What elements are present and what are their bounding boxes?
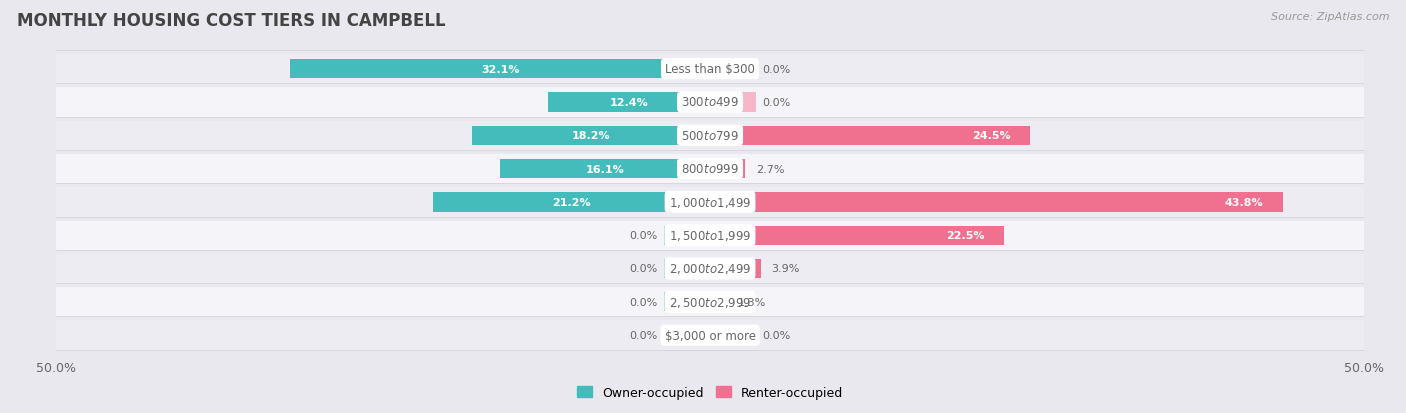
Bar [710, 159, 745, 179]
Legend: Owner-occupied, Renter-occupied: Owner-occupied, Renter-occupied [572, 381, 848, 404]
Text: $300 to $499: $300 to $499 [681, 96, 740, 109]
Bar [548, 93, 710, 112]
Text: 1.3%: 1.3% [738, 297, 766, 307]
Bar [710, 126, 1031, 145]
Text: 24.5%: 24.5% [972, 131, 1011, 141]
Bar [56, 254, 1364, 283]
Text: 22.5%: 22.5% [946, 230, 984, 241]
Bar [710, 60, 756, 79]
Bar [664, 226, 710, 245]
Text: MONTHLY HOUSING COST TIERS IN CAMPBELL: MONTHLY HOUSING COST TIERS IN CAMPBELL [17, 12, 446, 30]
Text: 0.0%: 0.0% [762, 98, 790, 108]
Text: 0.0%: 0.0% [762, 64, 790, 74]
Text: 18.2%: 18.2% [572, 131, 610, 141]
Text: $2,500 to $2,999: $2,500 to $2,999 [669, 295, 751, 309]
Text: 12.4%: 12.4% [610, 98, 648, 108]
Text: Less than $300: Less than $300 [665, 63, 755, 76]
Text: $500 to $799: $500 to $799 [681, 129, 740, 142]
Text: 0.0%: 0.0% [630, 297, 658, 307]
Text: 3.9%: 3.9% [772, 264, 800, 274]
Bar [56, 320, 1364, 350]
Text: 43.8%: 43.8% [1225, 197, 1263, 207]
Bar [56, 55, 1364, 84]
Bar [664, 292, 710, 312]
Bar [56, 88, 1364, 117]
Text: $1,500 to $1,999: $1,500 to $1,999 [669, 229, 751, 242]
Bar [710, 193, 1282, 212]
Bar [56, 221, 1364, 250]
Text: 0.0%: 0.0% [630, 264, 658, 274]
Bar [56, 287, 1364, 317]
Bar [56, 154, 1364, 184]
Bar [472, 126, 710, 145]
Text: $1,000 to $1,499: $1,000 to $1,499 [669, 195, 751, 209]
Bar [664, 325, 710, 345]
Text: 2.7%: 2.7% [756, 164, 785, 174]
Text: 21.2%: 21.2% [553, 197, 591, 207]
Bar [499, 159, 710, 179]
Text: $2,000 to $2,499: $2,000 to $2,499 [669, 262, 751, 276]
Text: $800 to $999: $800 to $999 [681, 163, 740, 176]
Bar [664, 259, 710, 278]
Bar [710, 226, 1004, 245]
Text: Source: ZipAtlas.com: Source: ZipAtlas.com [1271, 12, 1389, 22]
Bar [56, 188, 1364, 217]
Bar [56, 121, 1364, 151]
Text: 0.0%: 0.0% [630, 230, 658, 241]
Bar [290, 60, 710, 79]
Bar [710, 259, 761, 278]
Text: 16.1%: 16.1% [585, 164, 624, 174]
Bar [710, 325, 756, 345]
Bar [710, 292, 727, 312]
Text: 0.0%: 0.0% [762, 330, 790, 340]
Text: $3,000 or more: $3,000 or more [665, 329, 755, 342]
Text: 32.1%: 32.1% [481, 64, 519, 74]
Bar [710, 93, 756, 112]
Bar [433, 193, 710, 212]
Text: 0.0%: 0.0% [630, 330, 658, 340]
